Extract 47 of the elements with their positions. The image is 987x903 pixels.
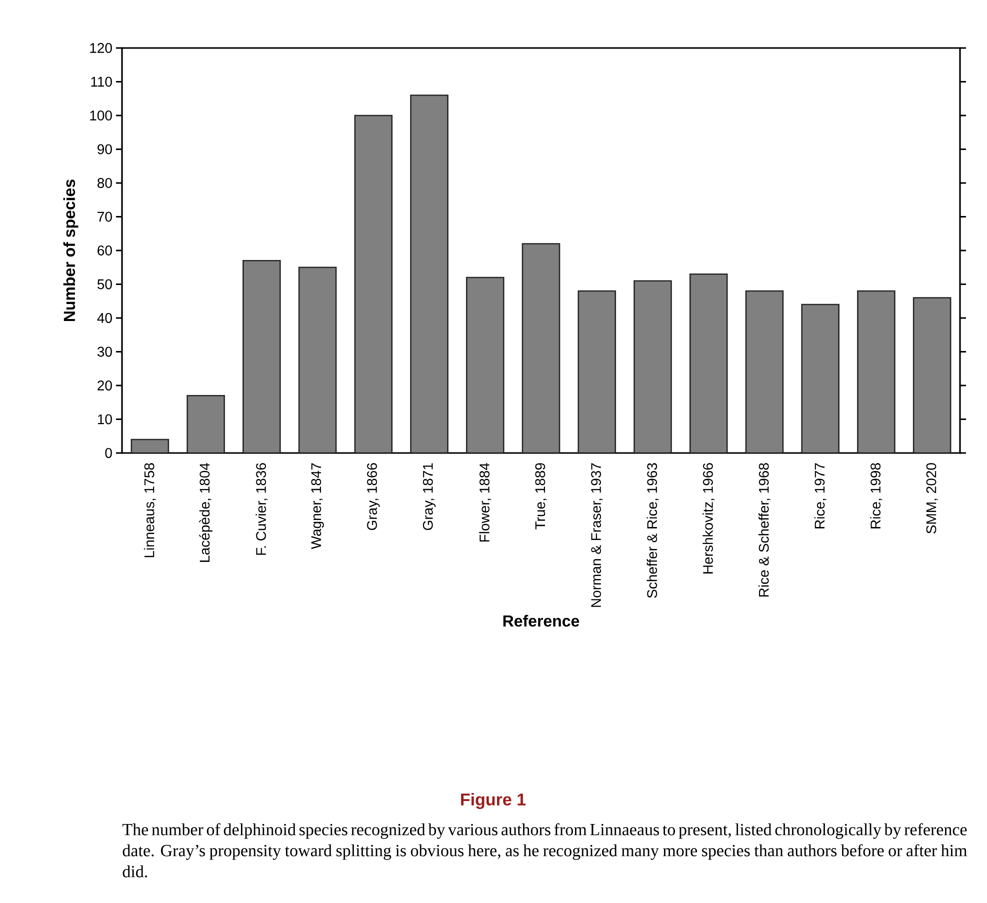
x-tick-label: Flower, 1884 <box>479 462 492 542</box>
bar <box>912 297 952 453</box>
x-tick-label: Gray, 1866 <box>367 463 380 530</box>
y-axis-title: Number of species <box>63 180 78 322</box>
bar <box>298 266 337 453</box>
x-tick-label: Hershkovitz, 1966 <box>702 463 715 574</box>
y-tick-label: 60 <box>98 246 112 256</box>
y-tick-label: 100 <box>90 110 112 120</box>
bar <box>130 438 170 453</box>
bar <box>689 273 728 453</box>
x-tick-label: Lacépède, 1804 <box>199 462 212 562</box>
x-tick-label: Rice, 1977 <box>814 463 826 528</box>
bar <box>186 394 225 453</box>
x-tick-label: SMM, 2020 <box>926 463 938 534</box>
y-tick-label: 50 <box>97 279 112 290</box>
x-tick-label: Wagner, 1847 <box>311 463 324 550</box>
bar <box>634 280 672 453</box>
bar <box>857 290 896 453</box>
text: Figure 1 <box>461 793 526 809</box>
bar <box>578 290 616 453</box>
x-tick-label: Linneaus, 1758 <box>144 463 156 558</box>
text: The number of delphinoid species recognized by various authors from Linnaeaus to present, listed chronologically by reference date. Gray’s propensity toward splitting is obvious here, as he recognized many more species than authors before or after him did. <box>122 823 968 878</box>
y-tick-label: 80 <box>98 178 112 188</box>
x-tick-label: Scheffer & Rice, 1963 <box>646 463 659 598</box>
y-tick-label: 90 <box>98 144 112 154</box>
y-tick-label: 20 <box>98 380 112 390</box>
bar <box>242 260 281 453</box>
x-tick-label: F. Cuvier, 1836 <box>256 463 268 555</box>
x-tick-label: Norman & Fraser, 1937 <box>591 463 603 607</box>
x-axis-title: Reference <box>503 614 580 627</box>
x-tick-label: Rice, 1998 <box>870 463 882 528</box>
y-tick-label: 0 <box>105 448 112 458</box>
y-tick-label: 110 <box>91 76 112 87</box>
bar <box>801 304 840 453</box>
x-tick-label: Rice & Scheffer, 1968 <box>758 463 770 597</box>
bar <box>466 276 504 453</box>
bar <box>522 243 560 453</box>
y-tick-label: 40 <box>97 313 112 323</box>
bar <box>410 94 448 453</box>
bar <box>745 290 784 453</box>
x-tick-label: True, 1889 <box>535 463 547 530</box>
y-tick-label: 70 <box>98 212 112 222</box>
y-tick-label: 120 <box>90 43 112 53</box>
y-tick-label: 10 <box>98 414 112 424</box>
x-tick-label: Gray, 1871 <box>422 463 436 530</box>
bar <box>354 114 393 453</box>
y-tick-label: 30 <box>97 346 112 357</box>
